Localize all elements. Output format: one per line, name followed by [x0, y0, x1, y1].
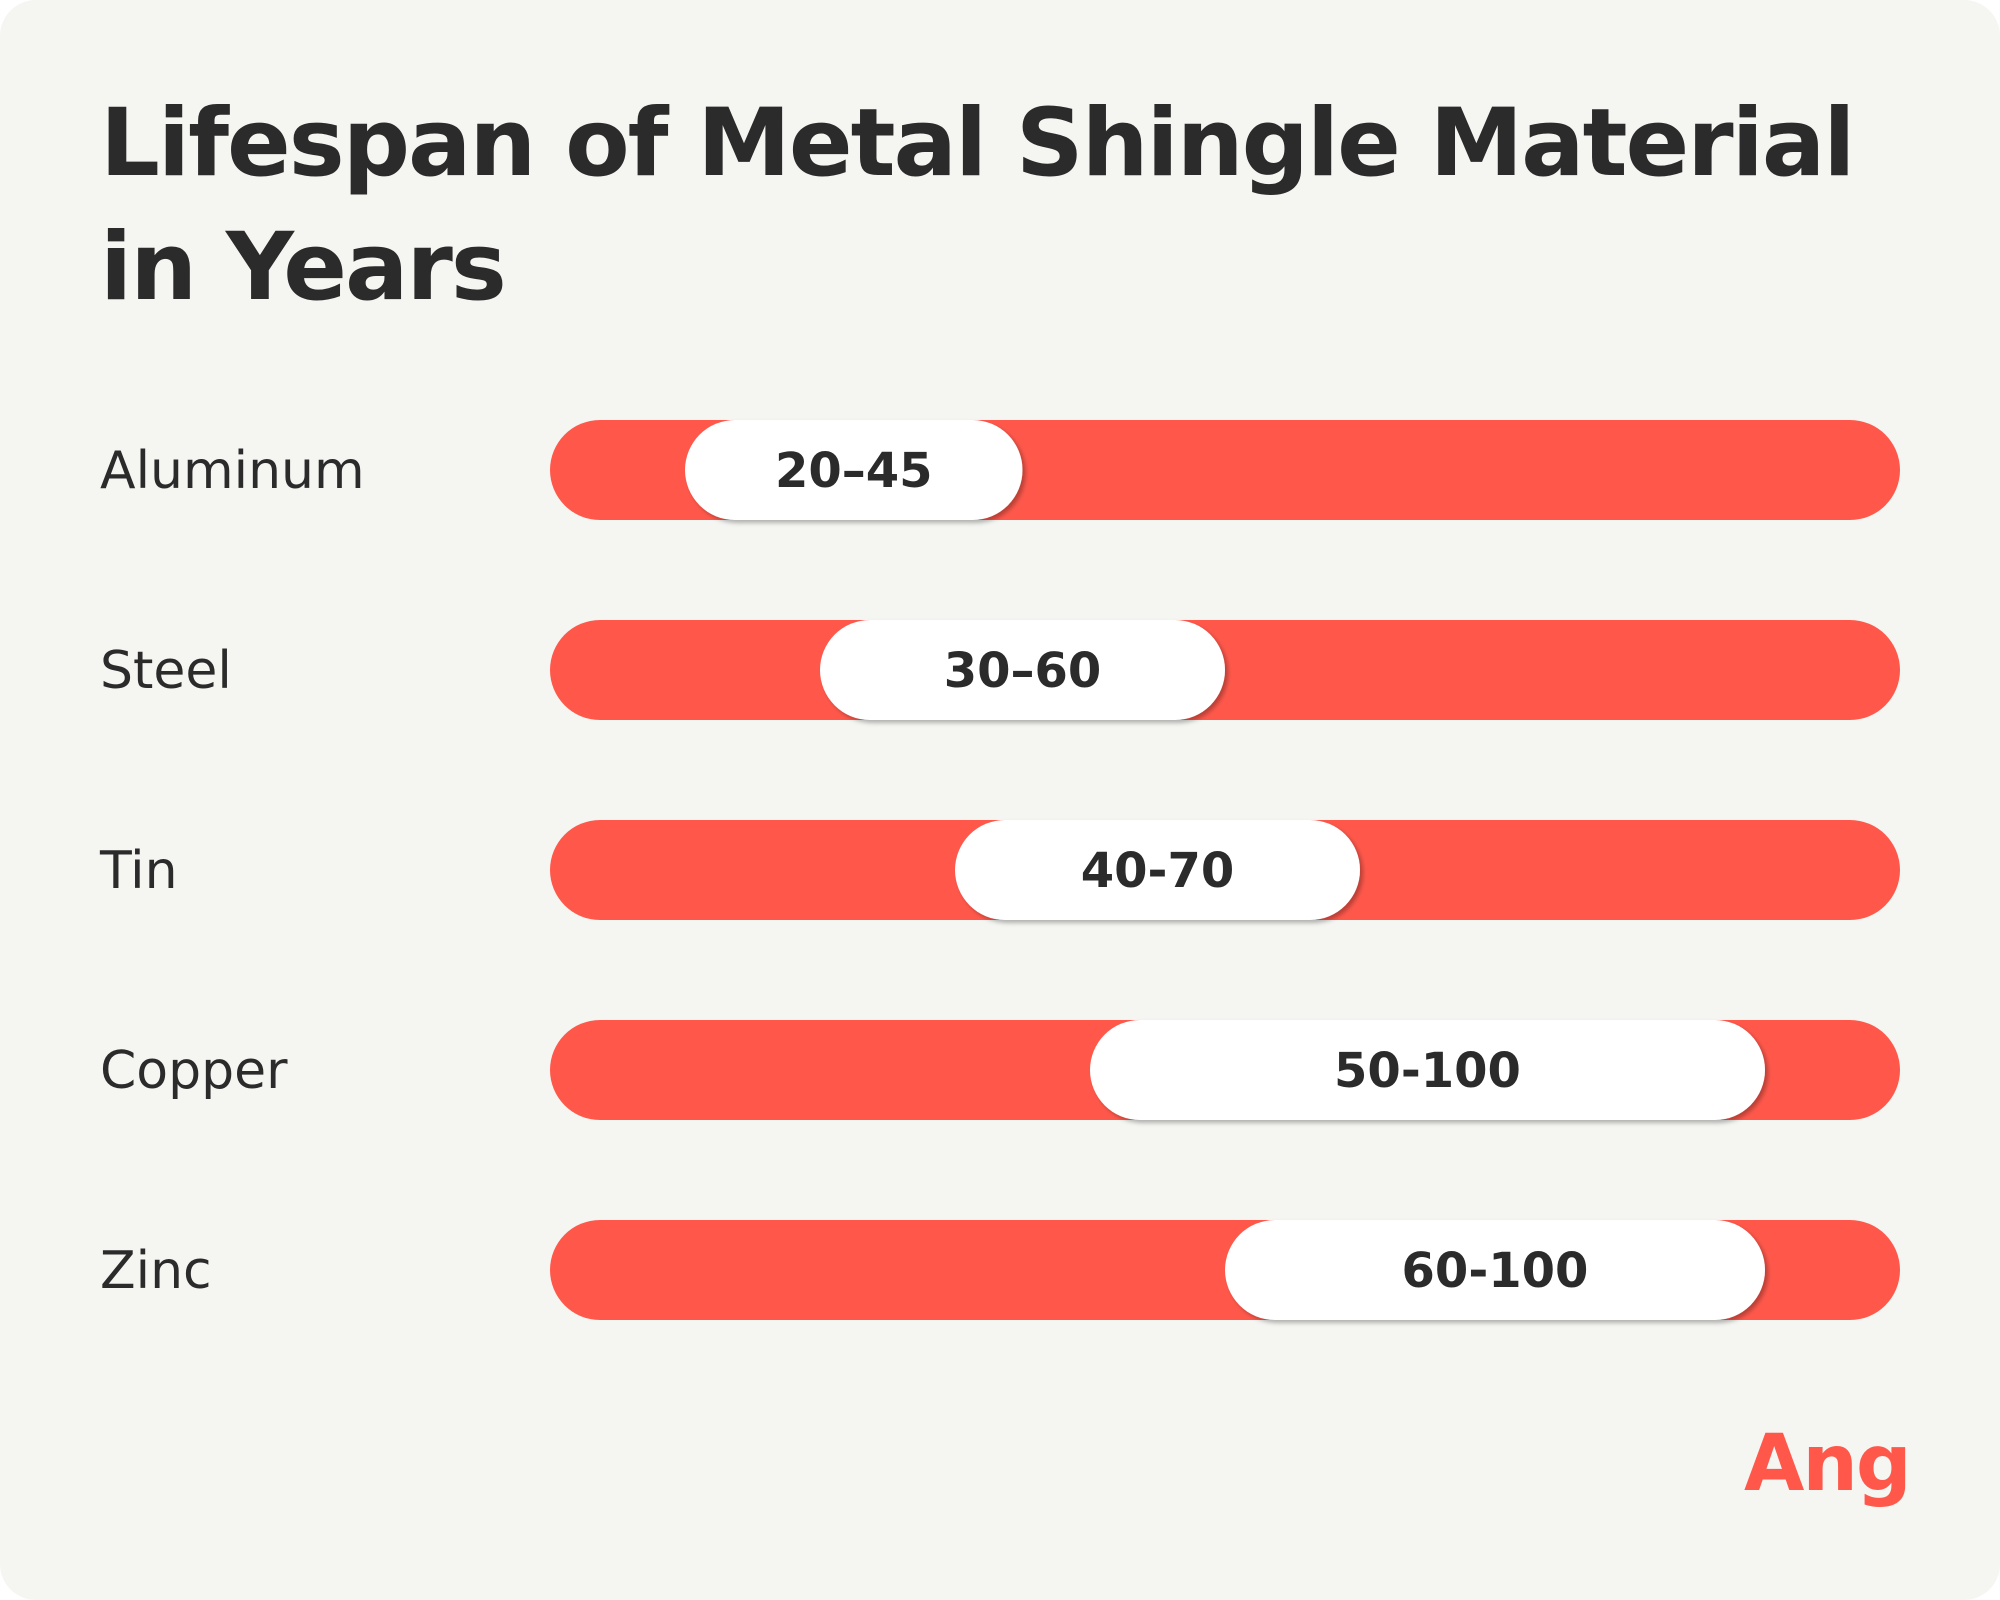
range-label-aluminum: 20–45	[775, 443, 933, 499]
range-bar-copper	[1090, 1020, 1765, 1120]
range-label-steel: 30–60	[944, 643, 1102, 699]
range-bar-aluminum	[685, 420, 1023, 520]
range-bar-steel	[820, 620, 1225, 720]
category-label-steel: Steel	[100, 641, 232, 701]
category-label-aluminum: Aluminum	[100, 441, 365, 501]
range-label-tin: 40-70	[1081, 843, 1235, 899]
category-label-tin: Tin	[99, 841, 178, 901]
chart-title: Lifespan of Metal Shingle Material in Ye…	[100, 89, 1856, 322]
range-label-zinc: 60-100	[1402, 1243, 1589, 1299]
chart-rows: Aluminum 20–45 Steel 30–60 Tin 40-70 Copper 50-…	[99, 420, 1900, 1320]
angi-logo: Angi	[1744, 1420, 1910, 1509]
angi-logo-wordmark: Angi	[1744, 1420, 1910, 1509]
category-label-copper: Copper	[100, 1041, 288, 1101]
range-bar-tin	[955, 820, 1360, 920]
range-bar-zinc	[1225, 1220, 1765, 1320]
range-label-copper: 50-100	[1334, 1043, 1521, 1099]
category-label-zinc: Zinc	[100, 1241, 212, 1301]
